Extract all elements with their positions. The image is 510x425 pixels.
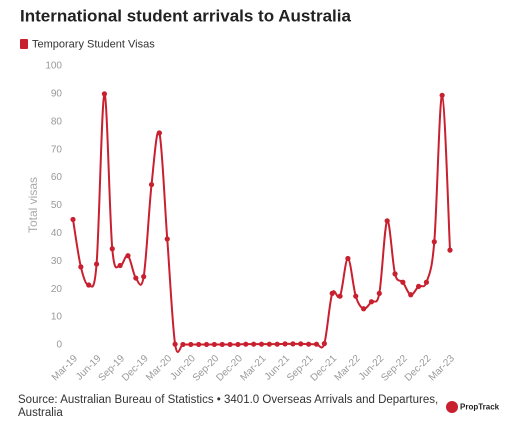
point: [117, 262, 123, 269]
point: [266, 341, 272, 347]
point: [86, 282, 92, 288]
source-box: Source: Australian Bureau of Statistics …: [18, 394, 439, 419]
point: [274, 341, 280, 347]
point: [290, 341, 296, 347]
point: [329, 290, 335, 296]
y-tick-label: 0: [56, 340, 62, 351]
point: [141, 274, 147, 280]
point: [78, 264, 84, 270]
x-tick-label: Mar-22: [333, 353, 363, 383]
x-tick-label: Mar-21: [238, 353, 268, 383]
point: [148, 181, 155, 188]
point: [423, 279, 430, 285]
y-tick-label: 40: [51, 228, 63, 239]
point: [361, 306, 367, 312]
point: [415, 283, 422, 290]
point: [258, 341, 265, 347]
brand: PropTrack: [460, 403, 500, 412]
point: [384, 218, 390, 224]
y-tick-label: 50: [51, 200, 63, 211]
point: [321, 341, 327, 347]
point: [439, 92, 445, 98]
point: [251, 341, 257, 347]
point: [203, 341, 210, 348]
x-tick-label: Mar-19: [50, 353, 80, 383]
point: [235, 341, 241, 348]
source: Source: Australian Bureau of Statistics …: [18, 394, 439, 419]
point: [313, 341, 320, 347]
brand-logo: [446, 401, 458, 413]
point: [70, 216, 76, 223]
point: [156, 130, 162, 136]
legend-label: Temporary Student Visas: [32, 38, 155, 50]
point: [447, 247, 453, 253]
point: [337, 293, 343, 299]
point: [188, 341, 194, 348]
y-tick-label: 30: [51, 256, 63, 267]
point: [376, 290, 382, 296]
y-tick-label: 80: [51, 116, 63, 127]
y-tick-label: 70: [51, 144, 63, 155]
y-axis-label: Total visas: [26, 177, 40, 233]
point: [306, 341, 312, 347]
point: [345, 255, 351, 262]
y-tick-label: 10: [51, 312, 63, 323]
point: [93, 261, 100, 267]
point: [353, 293, 359, 299]
point: [109, 246, 115, 252]
y-tick-label: 60: [51, 172, 63, 183]
point: [133, 275, 139, 281]
point: [172, 341, 178, 347]
point: [408, 292, 414, 298]
point: [164, 236, 170, 242]
legend-swatch: [20, 39, 28, 49]
y-tick-label: 20: [51, 284, 63, 295]
point: [227, 341, 233, 348]
y-tick-label: 100: [45, 61, 62, 72]
point: [180, 341, 186, 348]
line: [72, 92, 451, 353]
point: [298, 341, 304, 347]
y-tick-label: 90: [51, 89, 63, 100]
x-tick-label: Mar-20: [144, 353, 174, 383]
point: [431, 239, 437, 245]
point: [101, 91, 108, 97]
point: [196, 341, 202, 348]
chart-title: International student arrivals to Austra…: [20, 6, 351, 25]
x-tick-label: Mar-23: [427, 353, 457, 383]
point: [400, 279, 406, 285]
point: [125, 253, 131, 259]
point: [392, 271, 398, 277]
point: [219, 341, 225, 348]
point: [282, 341, 288, 347]
point: [243, 341, 249, 347]
point: [211, 341, 217, 348]
point: [368, 299, 375, 305]
